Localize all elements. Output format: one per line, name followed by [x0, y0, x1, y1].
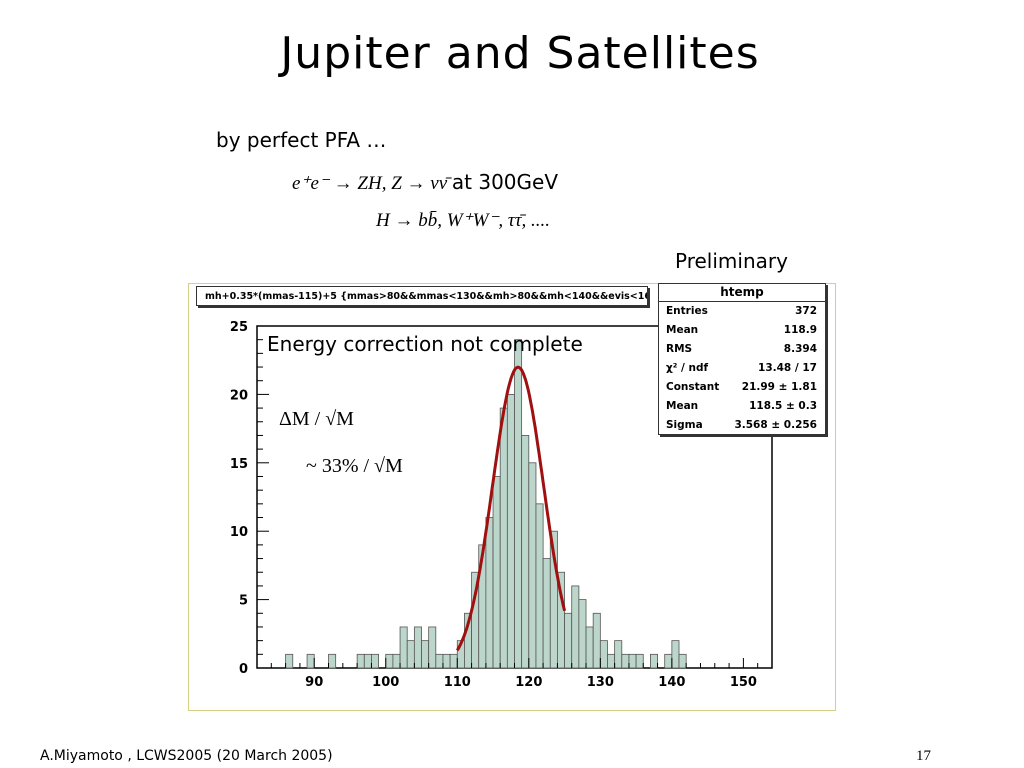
histogram-bin [664, 653, 673, 669]
stats-value: 3.568 ± 0.256 [734, 419, 817, 431]
histogram-bin [306, 653, 315, 669]
histogram-bin [528, 462, 537, 669]
histogram-bin [399, 626, 408, 669]
histogram-bin [592, 612, 601, 669]
stats-label: Constant [666, 381, 720, 393]
resolution-value: ~ 33% / √M [306, 455, 403, 477]
histogram-bin [356, 653, 365, 669]
histogram-bin [285, 653, 294, 669]
histogram-bin [499, 407, 508, 669]
histogram-bin [492, 476, 501, 669]
x-tick-label: 90 [305, 675, 323, 690]
x-tick-label: 120 [515, 675, 542, 690]
histogram-bin [578, 599, 587, 669]
stats-row: RMS 8.394 [659, 340, 825, 359]
process-formula-math: e⁺e⁻ → ZH, Z → νν̄ [292, 173, 448, 194]
process-energy: at 300GeV [451, 170, 559, 194]
histogram-bin [328, 653, 337, 669]
histogram-bin [564, 612, 573, 669]
y-tick-label: 5 [239, 594, 248, 609]
stats-title: htemp [659, 284, 825, 302]
stats-row: Sigma 3.568 ± 0.256 [659, 416, 825, 435]
histogram-bin [392, 653, 401, 669]
histogram-bin [585, 626, 594, 669]
histogram-bin [506, 393, 515, 669]
histogram-bin [535, 503, 544, 669]
resolution-label: ΔM / √M [279, 408, 354, 430]
preliminary-label: Preliminary [675, 249, 788, 273]
gaussian-fit-line [455, 365, 567, 652]
stats-row: Constant 21.99 ± 1.81 [659, 378, 825, 397]
histogram-bin [428, 626, 437, 669]
histogram-bin [678, 653, 687, 669]
histogram-bin [614, 640, 623, 669]
y-tick-label: 10 [230, 525, 248, 540]
histogram-bin [521, 435, 530, 669]
x-tick-label: 110 [444, 675, 471, 690]
histogram-bin [413, 626, 422, 669]
stats-label: χ² / ndf [666, 362, 709, 374]
histogram-bin [599, 640, 608, 669]
histogram-bin [628, 653, 637, 669]
histogram-bin [671, 640, 680, 669]
stats-value: 372 [795, 305, 817, 317]
y-tick-label: 0 [239, 662, 248, 677]
slide-title: Jupiter and Satellites [280, 28, 760, 79]
histogram-bin [385, 653, 394, 669]
histogram-bin [635, 653, 644, 669]
y-tick-label: 20 [230, 388, 248, 403]
stats-value: 8.394 [783, 343, 817, 355]
histogram-bin [421, 640, 430, 669]
stats-box: htemp Entries 372 Mean 118.9 RMS 8.394 χ² / nd… [658, 283, 826, 435]
process-formula: e⁺e⁻ → ZH, Z → νν̄ at 300GeV [292, 170, 558, 195]
histogram-bin [363, 653, 372, 669]
stats-label: RMS [666, 343, 693, 355]
x-tick-label: 150 [730, 675, 757, 690]
histogram-bin [514, 339, 523, 669]
histogram-bin [435, 653, 444, 669]
stats-row: Mean 118.5 ± 0.3 [659, 397, 825, 416]
energy-correction-note: Energy correction not complete [267, 332, 583, 356]
stats-label: Mean [666, 324, 699, 336]
decay-formula: H → bb̄, W⁺W⁻, ττ̄, .... [376, 210, 551, 231]
histogram-bin [485, 517, 494, 669]
stats-row: Entries 372 [659, 302, 825, 321]
stats-value: 118.9 [783, 324, 817, 336]
footer-author: A.Miyamoto , LCWS2005 (20 March 2005) [40, 748, 333, 764]
histogram-bin [406, 640, 415, 669]
stats-label: Sigma [666, 419, 703, 431]
y-tick-label: 25 [230, 320, 248, 335]
stats-value: 118.5 ± 0.3 [749, 400, 817, 412]
histogram-bin [650, 653, 658, 669]
cut-expression-box: mh+0.35*(mmas-115)+5 {mmas>80&&mmas<130&… [196, 286, 648, 306]
histogram-bin [607, 653, 616, 669]
x-tick-label: 130 [587, 675, 614, 690]
histogram-bin [542, 558, 551, 669]
x-tick-label: 100 [372, 675, 399, 690]
stats-rows: Entries 372 Mean 118.9 RMS 8.394 χ² / ndf 13.48… [659, 302, 825, 435]
histogram-bin [449, 653, 458, 669]
stats-row: Mean 118.9 [659, 321, 825, 340]
histogram-bin [371, 653, 379, 669]
chart-frame [188, 283, 836, 711]
histogram-bin [442, 653, 451, 669]
subtitle: by perfect PFA … [216, 128, 387, 152]
histogram-bin [621, 653, 630, 669]
stats-label: Mean [666, 400, 699, 412]
stats-value: 21.99 ± 1.81 [741, 381, 817, 393]
histogram-bin [571, 585, 580, 669]
y-tick-label: 15 [230, 457, 248, 472]
stats-row: χ² / ndf 13.48 / 17 [659, 359, 825, 378]
x-tick-label: 140 [658, 675, 685, 690]
stats-value: 13.48 / 17 [758, 362, 817, 374]
page-number: 17 [916, 748, 931, 764]
stats-label: Entries [666, 305, 708, 317]
